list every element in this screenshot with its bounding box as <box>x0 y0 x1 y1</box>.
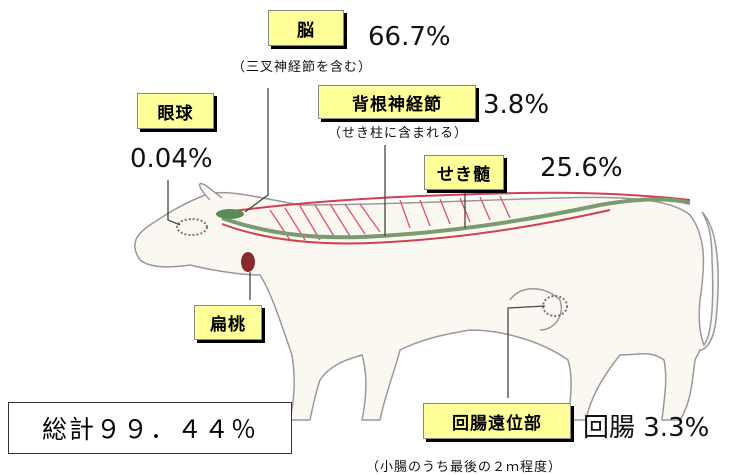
brain-note: （三叉神経節を含む） <box>232 56 372 75</box>
tonsil-label: 扁桃 <box>194 305 262 340</box>
ileum-label: 回腸遠位部 <box>423 403 571 439</box>
eye-percent: 0.04% <box>130 144 213 174</box>
eye-label: 眼球 <box>137 93 214 129</box>
ileum-note: （小腸のうち最後の２ｍ程度） <box>366 456 562 475</box>
total: 総計９９．４４％ <box>8 402 292 454</box>
drg-label: 背根神経節 <box>318 85 476 119</box>
tonsil-mark <box>241 252 255 272</box>
drg-note: （せき柱に含まれる） <box>328 122 468 141</box>
spinal-cord-label: せき髄 <box>424 155 504 190</box>
brain-label: 脳 <box>268 10 344 46</box>
page: 脳 66.7% （三叉神経節を含む） 眼球 0.04% 背根神経節 3.8% （… <box>0 0 741 475</box>
drg-percent: 3.8% <box>483 90 549 120</box>
brain-mark <box>216 209 244 219</box>
spinal-cord-percent: 25.6% <box>540 153 623 183</box>
brain-percent: 66.7% <box>368 22 451 52</box>
ileum-percent: 回腸 3.3% <box>583 407 709 444</box>
